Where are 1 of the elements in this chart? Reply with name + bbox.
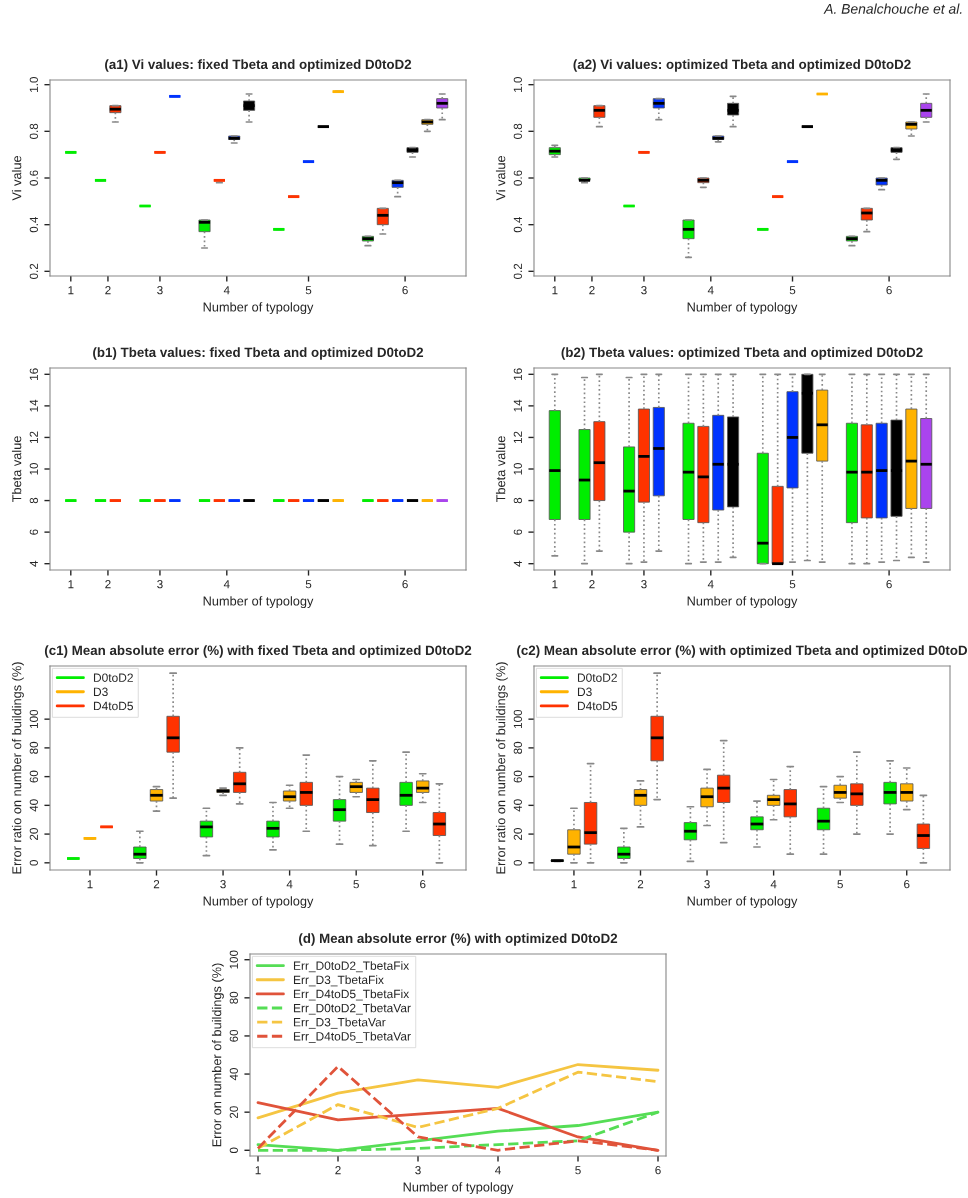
line-series: [256, 1063, 660, 1120]
